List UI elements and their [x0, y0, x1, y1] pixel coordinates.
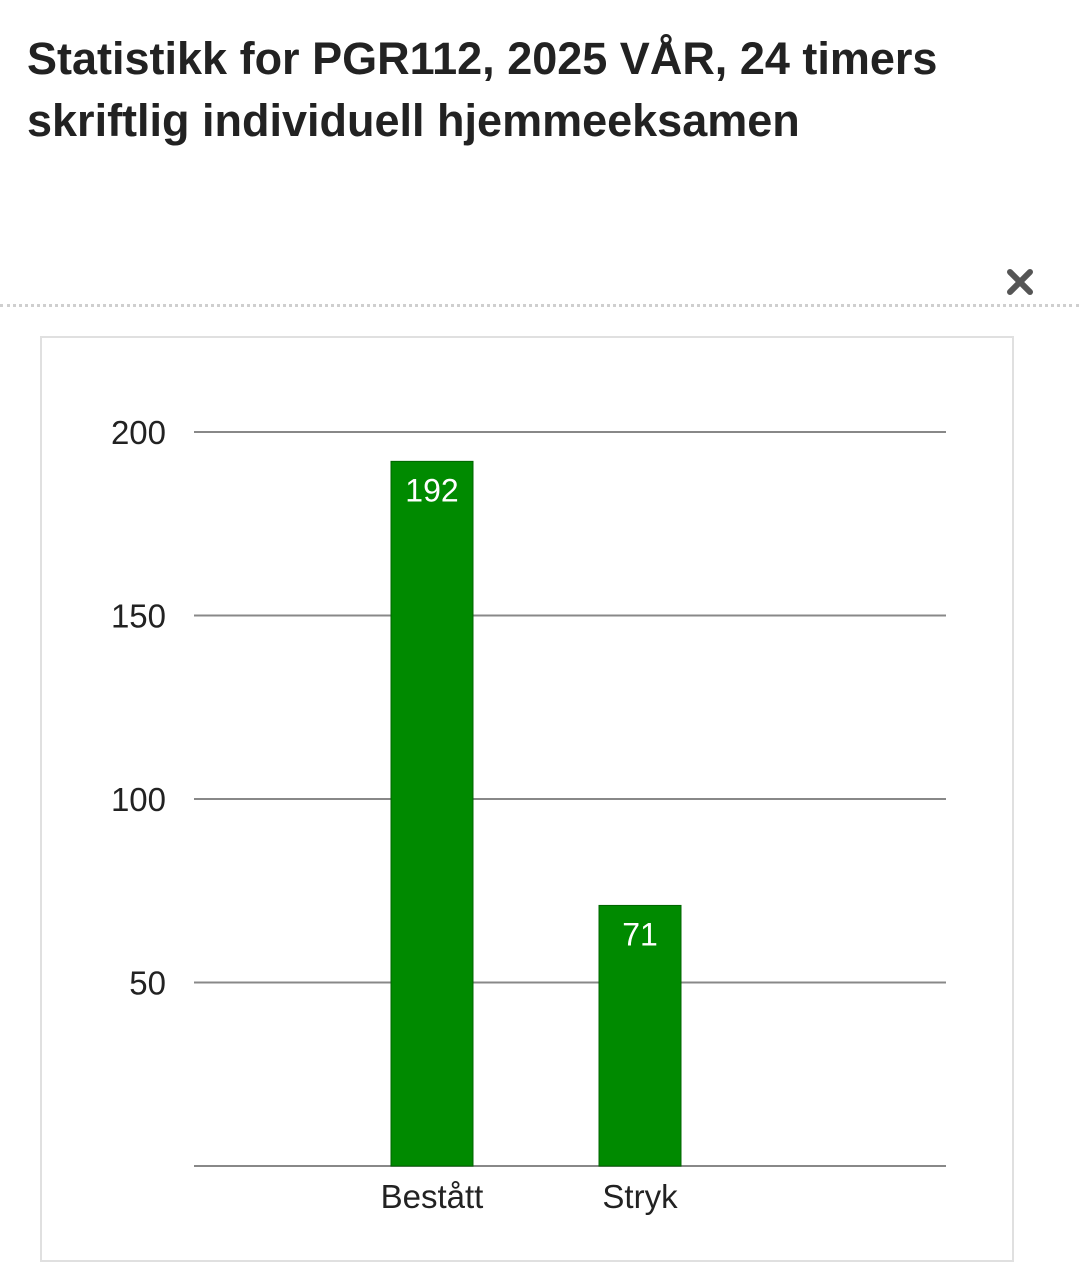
divider: [0, 304, 1079, 307]
y-tick-label: 150: [111, 598, 166, 635]
x-tick-label: Stryk: [602, 1178, 678, 1215]
bar-chart: 50 100 150 200 192 Bestått 71 Stryk: [111, 414, 946, 1215]
close-button[interactable]: [1000, 262, 1040, 302]
chart-container: 50 100 150 200 192 Bestått 71 Stryk: [40, 336, 1014, 1262]
close-icon: [1007, 269, 1033, 295]
bar: [598, 904, 682, 1167]
page-title: Statistikk for PGR112, 2025 VÅR, 24 time…: [27, 33, 938, 146]
y-tick-label: 50: [129, 965, 166, 1002]
x-tick-label: Bestått: [381, 1178, 484, 1215]
bar-data-label: 192: [405, 472, 458, 508]
bar: [390, 460, 474, 1167]
bar-data-label: 71: [622, 916, 658, 952]
y-tick-label: 200: [111, 414, 166, 451]
y-tick-label: 100: [111, 781, 166, 818]
